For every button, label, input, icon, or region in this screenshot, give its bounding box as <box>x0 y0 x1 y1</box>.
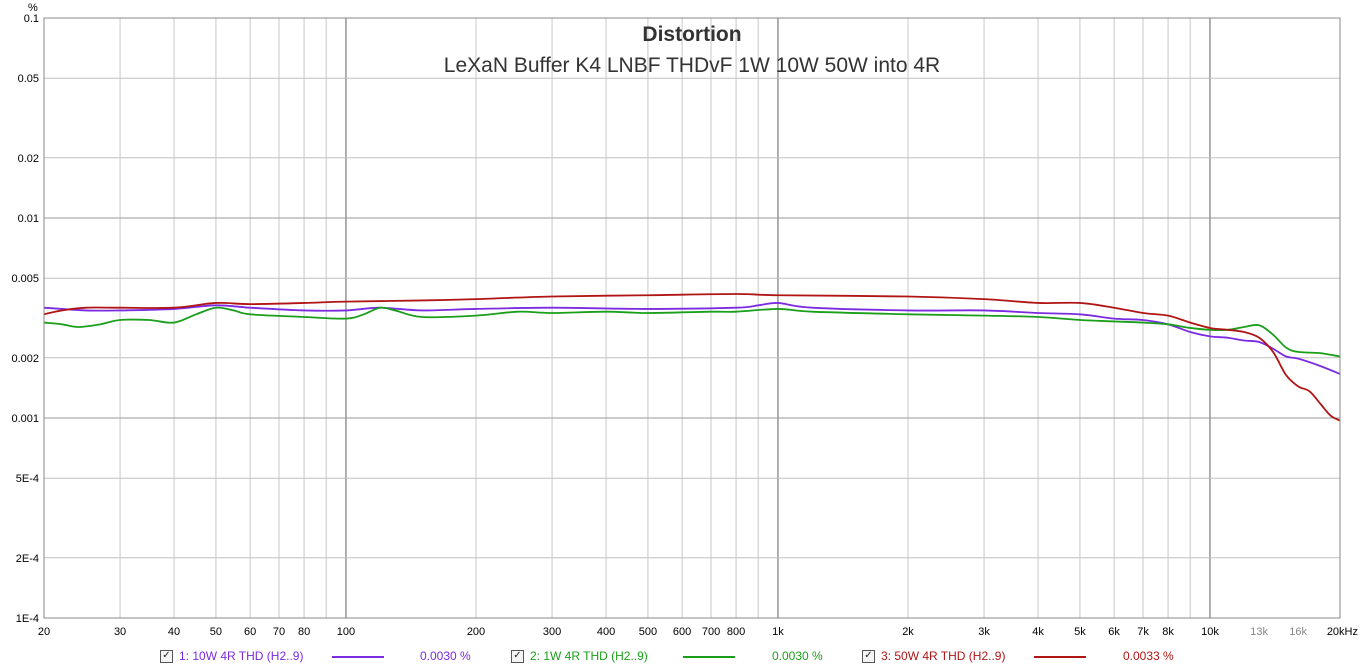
series-3-readout: 0.0033 % <box>1123 649 1174 663</box>
x-tick-label: 20 <box>38 626 50 638</box>
x-tick-label: 4k <box>1032 626 1044 638</box>
x-tick-label: 800 <box>727 626 745 638</box>
series-2-name: 2: 1W 4R THD (H2..9) <box>530 649 648 663</box>
chart-subtitle: LeXaN Buffer K4 LNBF THDvF 1W 10W 50W in… <box>444 54 940 77</box>
legend-item-series-1[interactable]: ✓ 1: 10W 4R THD (H2..9) <box>160 646 303 666</box>
x-tick-label: 2k <box>902 626 914 638</box>
x-tick-label: 8k <box>1162 626 1174 638</box>
x-tick-label: 200 <box>467 626 485 638</box>
legend: ✓ 1: 10W 4R THD (H2..9) 0.0030 % ✓ 2: 1W… <box>0 646 1362 668</box>
series-3-checkbox[interactable]: ✓ <box>862 649 875 663</box>
series-2-checkbox[interactable]: ✓ <box>511 649 524 663</box>
x-tick-label: 6k <box>1108 626 1120 638</box>
y-tick-label: 0.05 <box>18 73 39 85</box>
y-tick-label: 0.01 <box>18 213 39 225</box>
x-tick-label: 3k <box>978 626 990 638</box>
series-line-3 <box>43 293 1341 422</box>
series-3-swatch <box>1034 656 1086 658</box>
x-axis-ticks: 20 30 40 50 60 70 80 100 200 300 400 500 600 700 800 1k… <box>38 626 1358 638</box>
series-2-swatch <box>683 656 735 658</box>
x-tick-label: 10k <box>1201 626 1219 638</box>
y-tick-label: 0.005 <box>11 273 39 285</box>
y-tick-label: 0.02 <box>18 153 39 165</box>
series-3-name: 3: 50W 4R THD (H2..9) <box>881 649 1006 663</box>
x-tick-label: 100 <box>337 626 355 638</box>
plot-frame <box>43 17 1341 619</box>
x-tick-label: 40 <box>168 626 180 638</box>
x-tick-label: 50 <box>210 626 222 638</box>
series-2-readout: 0.0030 % <box>772 649 823 663</box>
x-tick-label: 5k <box>1074 626 1086 638</box>
x-tick-label: 1k <box>772 626 784 638</box>
distortion-chart: 0.1 0.05 0.02 0.01 0.005 0.002 0.001 5E-4 2E-4 1E… <box>11 2 1358 638</box>
x-tick-label: 20kHz <box>1327 626 1358 638</box>
y-axis-unit-label: % <box>28 2 38 14</box>
x-tick-label: 300 <box>543 626 561 638</box>
y-axis-ticks: 0.1 0.05 0.02 0.01 0.005 0.002 0.001 5E-4 2E-4 1E… <box>11 13 39 625</box>
x-tick-label: 7k <box>1137 626 1149 638</box>
chart-title: Distortion <box>642 23 741 46</box>
x-tick-label: 80 <box>298 626 310 638</box>
series-lines <box>43 293 1341 422</box>
x-tick-label: 30 <box>114 626 126 638</box>
x-tick-label: 500 <box>639 626 657 638</box>
series-1-readout: 0.0030 % <box>420 649 471 663</box>
series-1-name: 1: 10W 4R THD (H2..9) <box>179 649 304 663</box>
y-tick-label: 0.001 <box>11 413 39 425</box>
y-tick-label: 0.002 <box>11 353 39 365</box>
series-line-1 <box>43 302 1341 375</box>
x-tick-label: 60 <box>244 626 256 638</box>
series-1-swatch <box>332 656 384 658</box>
y-tick-label: 1E-4 <box>16 613 39 625</box>
y-tick-label: 5E-4 <box>16 473 39 485</box>
series-line-2 <box>43 306 1341 358</box>
x-tick-label: 600 <box>673 626 691 638</box>
x-tick-label: 13k <box>1250 626 1268 638</box>
x-tick-label: 700 <box>702 626 720 638</box>
legend-item-series-2[interactable]: ✓ 2: 1W 4R THD (H2..9) <box>511 646 648 666</box>
y-tick-label: 0.1 <box>24 13 39 25</box>
series-1-checkbox[interactable]: ✓ <box>160 649 173 663</box>
x-tick-label: 70 <box>273 626 285 638</box>
x-tick-label: 16k <box>1289 626 1307 638</box>
legend-item-series-3[interactable]: ✓ 3: 50W 4R THD (H2..9) <box>862 646 1005 666</box>
y-tick-label: 2E-4 <box>16 553 39 565</box>
x-tick-label: 400 <box>597 626 615 638</box>
grid <box>43 17 1341 619</box>
